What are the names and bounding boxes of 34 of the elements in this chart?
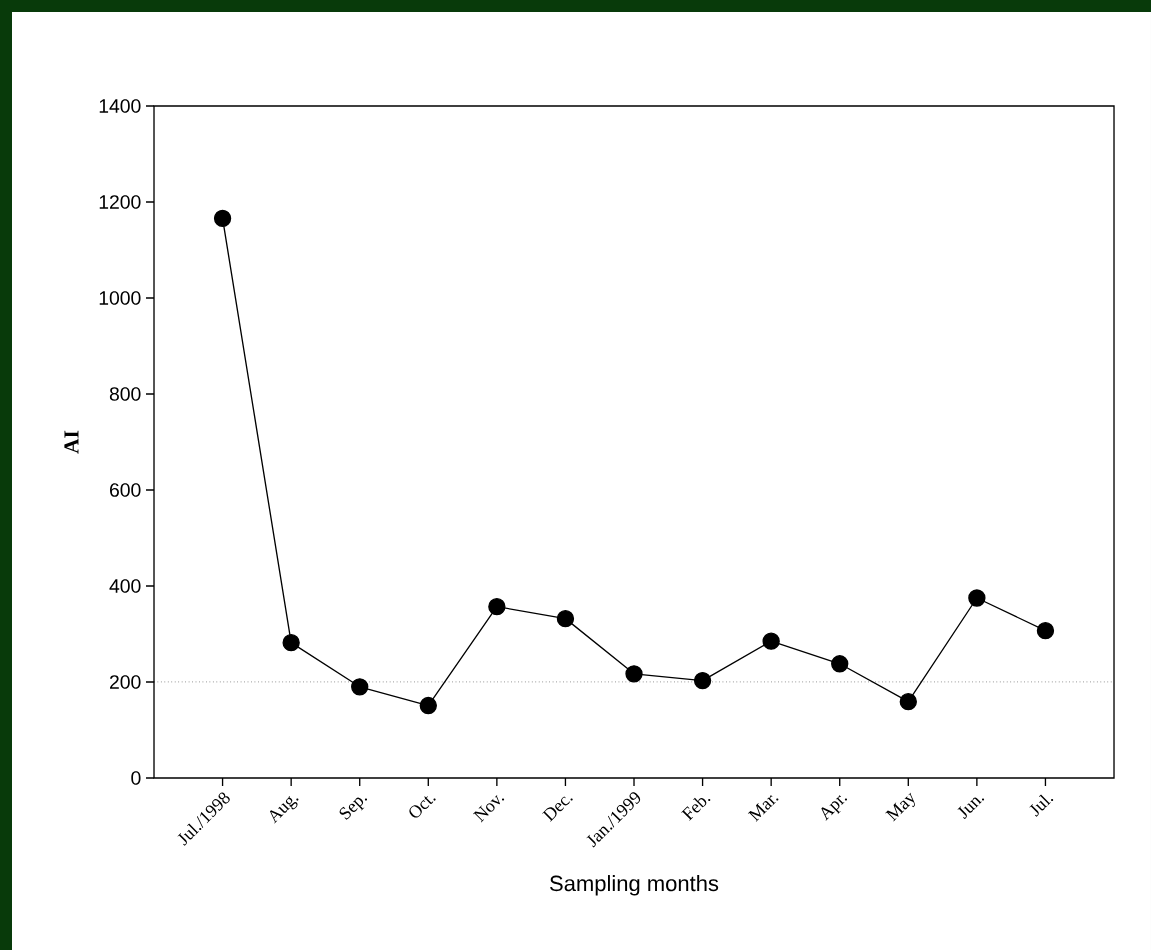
x-tick-label: Apr. xyxy=(821,795,848,821)
point xyxy=(762,632,780,650)
point xyxy=(213,209,232,227)
x-tick-label: Sep. xyxy=(339,797,368,820)
y-tick-label: 1200 xyxy=(99,195,141,209)
point xyxy=(693,671,712,690)
x-tick-label: Feb. xyxy=(681,797,711,821)
point xyxy=(351,678,369,696)
y-axis-title: AI xyxy=(64,430,79,454)
point xyxy=(899,693,917,711)
y-tick-label: 1000 xyxy=(99,291,141,305)
point xyxy=(556,609,575,628)
point xyxy=(968,589,986,607)
point xyxy=(419,696,437,715)
x-tick-label: Jul. xyxy=(1029,794,1054,817)
y-tick-label: 600 xyxy=(110,483,141,497)
x-axis-title: Sampling months xyxy=(550,875,719,896)
y-tick-label: 200 xyxy=(110,675,141,689)
point xyxy=(488,597,506,616)
x-tick-label: Aug. xyxy=(269,795,299,824)
point xyxy=(282,633,300,652)
point xyxy=(625,665,643,683)
x-tick-label: Mar. xyxy=(747,795,779,822)
y-tick-label: 0 xyxy=(131,771,141,785)
x-tick-label: May xyxy=(885,792,915,822)
point xyxy=(1036,621,1055,640)
x-tick-label: Jun. xyxy=(957,797,985,820)
point xyxy=(831,655,849,673)
y-tick-label: 800 xyxy=(109,387,141,401)
y-tick-label: 400 xyxy=(109,579,141,593)
x-tick-label: Nov. xyxy=(472,794,505,823)
x-tick-label: Dec. xyxy=(542,796,573,822)
x-tick-label: Oct. xyxy=(409,796,436,818)
y-tick-label: 1400 xyxy=(99,99,141,113)
